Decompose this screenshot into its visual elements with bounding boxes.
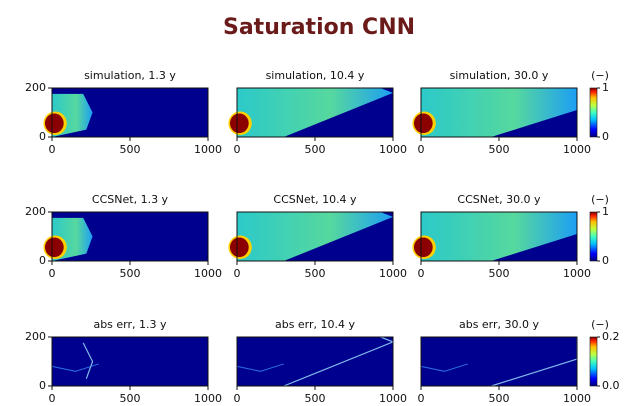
- x-tick-label: 500: [489, 267, 510, 280]
- x-tick-label: 500: [120, 267, 141, 280]
- x-tick-label: 500: [489, 143, 510, 156]
- y-tick-label: 0: [39, 254, 46, 267]
- panel-title: CCSNet, 30.0 y: [457, 193, 541, 206]
- panel-title: abs err, 30.0 y: [459, 318, 540, 331]
- x-tick-label: 500: [305, 143, 326, 156]
- colorbar: [590, 212, 597, 261]
- colorbar-tick-label: 0: [602, 254, 609, 267]
- colorbar: [590, 337, 597, 386]
- panel-title: simulation, 10.4 y: [266, 69, 365, 82]
- y-tick-label: 200: [25, 330, 46, 343]
- x-tick-label: 1000: [563, 267, 591, 280]
- colorbar-tick-label: 1: [602, 205, 609, 218]
- heatmap-background: [421, 337, 577, 386]
- panel-title: simulation, 30.0 y: [450, 69, 549, 82]
- x-tick-label: 0: [49, 267, 56, 280]
- colorbar: [590, 88, 597, 137]
- x-tick-label: 0: [234, 267, 241, 280]
- chart-title: Saturation CNN: [223, 15, 415, 40]
- panel-title: CCSNet, 1.3 y: [92, 193, 169, 206]
- y-tick-label: 200: [25, 81, 46, 94]
- plume-core: [414, 237, 433, 257]
- x-tick-label: 500: [120, 143, 141, 156]
- plume-core: [230, 113, 249, 133]
- x-tick-label: 1000: [379, 392, 407, 405]
- x-tick-label: 0: [418, 392, 425, 405]
- x-tick-label: 0: [49, 392, 56, 405]
- x-tick-label: 1000: [379, 267, 407, 280]
- x-tick-label: 1000: [379, 143, 407, 156]
- x-tick-label: 0: [234, 392, 241, 405]
- x-tick-label: 0: [49, 143, 56, 156]
- x-tick-label: 1000: [563, 392, 591, 405]
- x-tick-label: 1000: [194, 392, 222, 405]
- x-tick-label: 0: [418, 143, 425, 156]
- x-tick-label: 500: [305, 267, 326, 280]
- x-tick-label: 1000: [194, 143, 222, 156]
- panel-title: simulation, 1.3 y: [84, 69, 176, 82]
- colorbar-tick-label: 1: [602, 81, 609, 94]
- panel-title: abs err, 10.4 y: [275, 318, 356, 331]
- y-tick-label: 0: [39, 379, 46, 392]
- x-tick-label: 500: [305, 392, 326, 405]
- panel-title: abs err, 1.3 y: [93, 318, 167, 331]
- heatmap-background: [52, 337, 208, 386]
- plume-core: [45, 237, 64, 257]
- heatmap-background: [237, 337, 393, 386]
- chart: Saturation CNN simulation, 1.3 y05001000…: [0, 0, 638, 406]
- plume-core: [414, 113, 433, 133]
- panel-title: CCSNet, 10.4 y: [273, 193, 357, 206]
- y-tick-label: 0: [39, 130, 46, 143]
- x-tick-label: 0: [234, 143, 241, 156]
- x-tick-label: 1000: [563, 143, 591, 156]
- x-tick-label: 500: [120, 392, 141, 405]
- colorbar-tick-label: 0.0: [602, 379, 620, 392]
- x-tick-label: 500: [489, 392, 510, 405]
- y-tick-label: 200: [25, 205, 46, 218]
- colorbar-tick-label: 0: [602, 130, 609, 143]
- x-tick-label: 0: [418, 267, 425, 280]
- x-tick-label: 1000: [194, 267, 222, 280]
- plume-core: [45, 113, 64, 133]
- plume-core: [230, 237, 249, 257]
- colorbar-tick-label: 0.2: [602, 330, 620, 343]
